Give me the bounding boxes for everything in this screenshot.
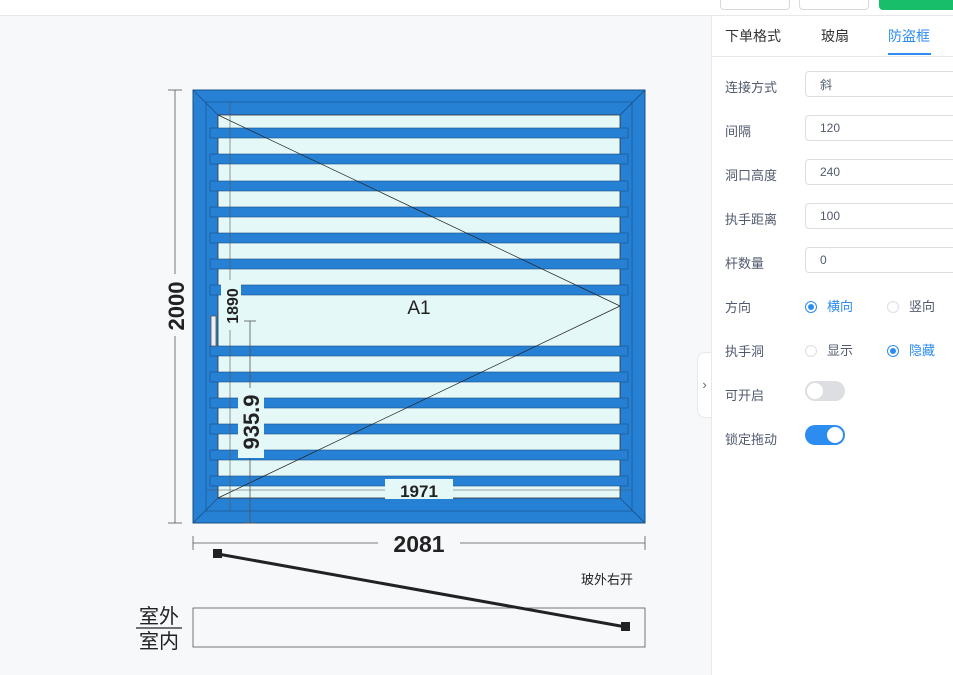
gap-input[interactable] [805,115,953,141]
hole-height-input[interactable] [805,159,953,185]
property-panel: 下单格式 玻扇 防盗框 连接方式 间隔 洞口高度 执手距离 杆数量 方向 横向 … [711,16,953,675]
dimension-width-total: 2081 [393,531,444,557]
lock-drag-label: 锁定拖动 [725,429,777,448]
handle-hole-hide-radio[interactable]: 隐藏 [887,340,935,359]
tab-glass-sash[interactable]: 玻扇 [821,26,849,46]
row-handle-hole: 执手洞 显示 隐藏 [725,335,953,363]
handle-distance-label: 执手距离 [725,209,777,228]
lock-drag-switch[interactable] [805,425,845,445]
tab-order-format[interactable]: 下单格式 [725,26,781,46]
row-connect-method: 连接方式 [725,71,953,99]
plan-view-frame [193,608,645,647]
dimension-height-inner: 1890 [225,288,242,324]
dimension-handle-height: 935.9 [239,394,264,449]
connect-method-label: 连接方式 [725,77,777,96]
openable-label: 可开启 [725,385,764,404]
connect-method-input[interactable] [805,71,953,97]
row-gap: 间隔 [725,115,953,143]
top-toolbar [0,0,953,16]
row-lock-drag: 锁定拖动 [725,423,953,451]
rod-count-input[interactable] [805,247,953,273]
swing-anchor-right [621,622,630,631]
swing-anchor-left [213,549,222,558]
direction-vertical-radio[interactable]: 竖向 [887,296,935,315]
handle-hole-show-radio[interactable]: 显示 [805,340,853,359]
toolbar-button-2[interactable] [799,0,869,10]
handle-icon [211,316,216,346]
direction-horizontal-radio[interactable]: 横向 [805,296,853,315]
row-openable: 可开启 [725,379,953,407]
panel-label: A1 [407,298,430,319]
handle-distance-input[interactable] [805,203,953,229]
drawing-canvas[interactable]: A1 2000 1890 935.9 1971 2081 玻外右开 [0,16,711,675]
row-handle-distance: 执手距离 [725,203,953,231]
tab-active-indicator [888,53,931,55]
inside-label: 室内 [139,630,179,653]
dimension-width-inner: 1971 [400,482,438,501]
row-hole-height: 洞口高度 [725,159,953,187]
hole-height-label: 洞口高度 [725,165,777,184]
panel-tabs: 下单格式 玻扇 防盗框 [712,16,953,57]
rod-count-label: 杆数量 [725,253,764,272]
tab-anti-theft-frame[interactable]: 防盗框 [888,26,930,46]
dimension-height-total: 2000 [164,282,189,331]
window-drawing: A1 2000 1890 935.9 1971 2081 玻外右开 [0,16,711,675]
row-direction: 方向 横向 竖向 [725,291,953,319]
gap-label: 间隔 [725,121,751,140]
row-rod-count: 杆数量 [725,247,953,275]
direction-label: 方向 [725,297,751,316]
outside-label: 室外 [139,605,179,628]
chevron-right-icon[interactable]: › [697,352,711,418]
toolbar-button-confirm[interactable] [879,0,953,10]
handle-hole-label: 执手洞 [725,341,764,360]
sash-swing-line [218,554,626,627]
toolbar-button-1[interactable] [720,0,790,10]
opening-note: 玻外右开 [581,572,633,587]
openable-switch[interactable] [805,381,845,401]
